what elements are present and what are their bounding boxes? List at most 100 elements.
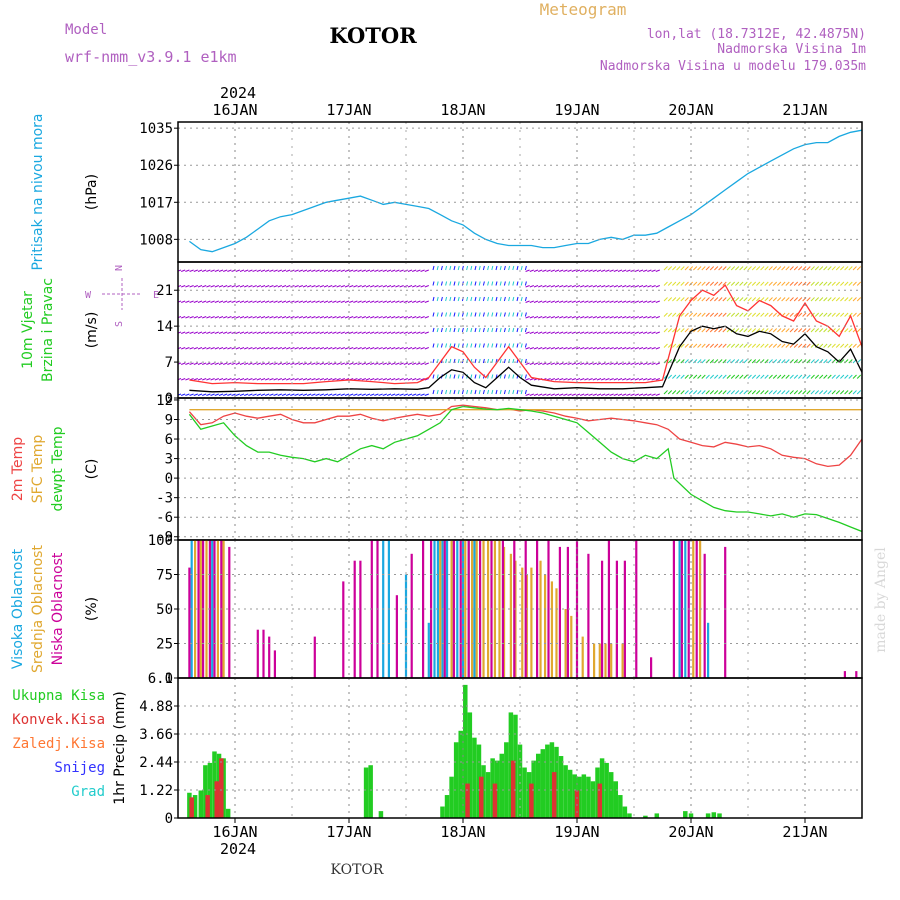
bar-niska-oblacnost (422, 540, 425, 678)
bar-ukupna-kisa (554, 746, 559, 818)
series-group (187, 684, 722, 818)
bar-niska-oblacnost (575, 540, 579, 678)
bar-ukupna-kisa (378, 811, 384, 818)
day-label-top: 19JAN (554, 101, 599, 119)
y-tick-label: 12 (156, 393, 173, 409)
day-label-top: 20JAN (668, 101, 713, 119)
model-label: Model (65, 22, 107, 38)
side-label: Srednja Oblacnost (30, 545, 46, 673)
y-tick-label: 1008 (139, 232, 173, 248)
grid (177, 398, 863, 540)
day-label-bottom: 17JAN (326, 823, 371, 841)
precip-legend-label: Konvek.Kisa (12, 712, 105, 728)
bar-ukupna-kisa (522, 767, 527, 818)
bar-niska-oblacnost (268, 636, 271, 678)
year-top: 2024 (220, 84, 256, 102)
bar-srednja-oblacnost (464, 540, 467, 678)
bar-niska-oblacnost (607, 540, 611, 678)
bar-ukupna-kisa (595, 767, 600, 818)
bar-ukupna-kisa (221, 758, 226, 818)
bar-niska-oblacnost (843, 671, 846, 678)
bar-ukupna-kisa (627, 813, 632, 818)
bar-konvek-kisa (510, 760, 516, 818)
bar-srednja-oblacnost (610, 643, 613, 678)
bar-ukupna-kisa (513, 714, 518, 818)
bar-ukupna-kisa (558, 756, 564, 818)
bar-niska-oblacnost (855, 671, 858, 678)
bar-ukupna-kisa (586, 776, 591, 818)
day-label-top: 16JAN (212, 101, 257, 119)
bar-ukupna-kisa (581, 774, 587, 818)
bar-srednja-oblacnost (598, 643, 601, 678)
y-axis-label: (hPa) (84, 174, 100, 210)
svg-text:E: E (153, 290, 159, 301)
bar-niska-oblacnost (547, 540, 550, 678)
bar-niska-oblacnost (623, 560, 626, 678)
panel-clouds: 0 25 50 75 100 (%) Visoka Oblacnost Srednja Obl… (10, 533, 863, 687)
bar-srednja-oblacnost (514, 560, 517, 678)
bar-niska-oblacnost (695, 540, 698, 678)
bar-ukupna-kisa (608, 772, 614, 818)
precip-legend-label: Zaledj.Kisa (12, 736, 105, 752)
bar-srednja-oblacnost (216, 540, 219, 678)
bar-srednja-oblacnost (521, 567, 524, 678)
bar-srednja-oblacnost (543, 574, 547, 678)
bar-ukupna-kisa (618, 795, 623, 818)
bar-niska-oblacnost (680, 540, 683, 678)
bar-srednja-oblacnost (604, 643, 607, 678)
day-label-bottom: 16JAN (212, 823, 257, 841)
bar-niska-oblacnost (479, 540, 482, 678)
bar-ukupna-kisa (545, 744, 550, 818)
svg-text:N: N (114, 265, 125, 271)
bar-srednja-oblacnost (482, 540, 485, 678)
bar-visoka-oblacnost (404, 574, 408, 678)
bar-ukupna-kisa (643, 815, 648, 818)
line-brzina (189, 325, 862, 393)
precip-legend-label: Grad (71, 784, 105, 800)
side-label: 2m Temp (10, 437, 26, 501)
bar-konvek-kisa (219, 758, 224, 818)
bar-ukupna-kisa (444, 795, 450, 818)
bar-srednja-oblacnost (493, 540, 497, 678)
bar-niska-oblacnost (672, 540, 675, 678)
lonlat-text: lon,lat (18.7312E, 42.4875N) (647, 27, 866, 42)
bar-ukupna-kisa (449, 776, 454, 818)
bar-ukupna-kisa (476, 744, 482, 818)
y-axis-label: (%) (84, 597, 100, 621)
bar-ukupna-kisa (613, 781, 619, 818)
bar-ukupna-kisa (590, 781, 596, 818)
bar-ukupna-kisa (485, 772, 491, 818)
bar-niska-oblacnost (566, 546, 569, 678)
y-tick-label: 3 (165, 452, 173, 468)
bar-niska-oblacnost (228, 546, 231, 678)
bar-ukupna-kisa (363, 767, 369, 818)
bar-ukupna-kisa (599, 758, 605, 818)
side-label: Visoka Oblacnost (10, 548, 26, 669)
bar-visoka-oblacnost (707, 622, 710, 678)
bar-visoka-oblacnost (678, 540, 681, 678)
bar-konvek-kisa (214, 781, 220, 818)
bar-ukupna-kisa (494, 760, 500, 818)
bar-srednja-oblacnost (205, 540, 208, 678)
grid (177, 539, 863, 679)
bar-niska-oblacnost (724, 546, 727, 678)
bar-srednja-oblacnost (555, 588, 558, 678)
y-tick-label: 9 (165, 412, 173, 428)
wind-compass-icon: N W E S (85, 265, 159, 327)
bar-ukupna-kisa (517, 744, 523, 818)
y-tick-label: 25 (156, 637, 173, 653)
bar-ukupna-kisa (225, 808, 231, 818)
bar-ukupna-kisa (549, 742, 555, 818)
y-tick-label: 1026 (139, 158, 173, 174)
bar-ukupna-kisa (711, 812, 717, 818)
year-bottom: 2024 (220, 840, 256, 858)
bar-niska-oblacnost (395, 595, 398, 678)
y-tick-label: 6 (165, 432, 173, 448)
bar-srednja-oblacnost (475, 540, 478, 678)
y-tick-label: 0 (165, 671, 173, 687)
bar-ukupna-kisa (216, 753, 222, 818)
panel-pressure: 1008 1017 1026 1035 (hPa) Pritisak na nivou m… (30, 113, 863, 271)
bar-ukupna-kisa (540, 749, 546, 818)
